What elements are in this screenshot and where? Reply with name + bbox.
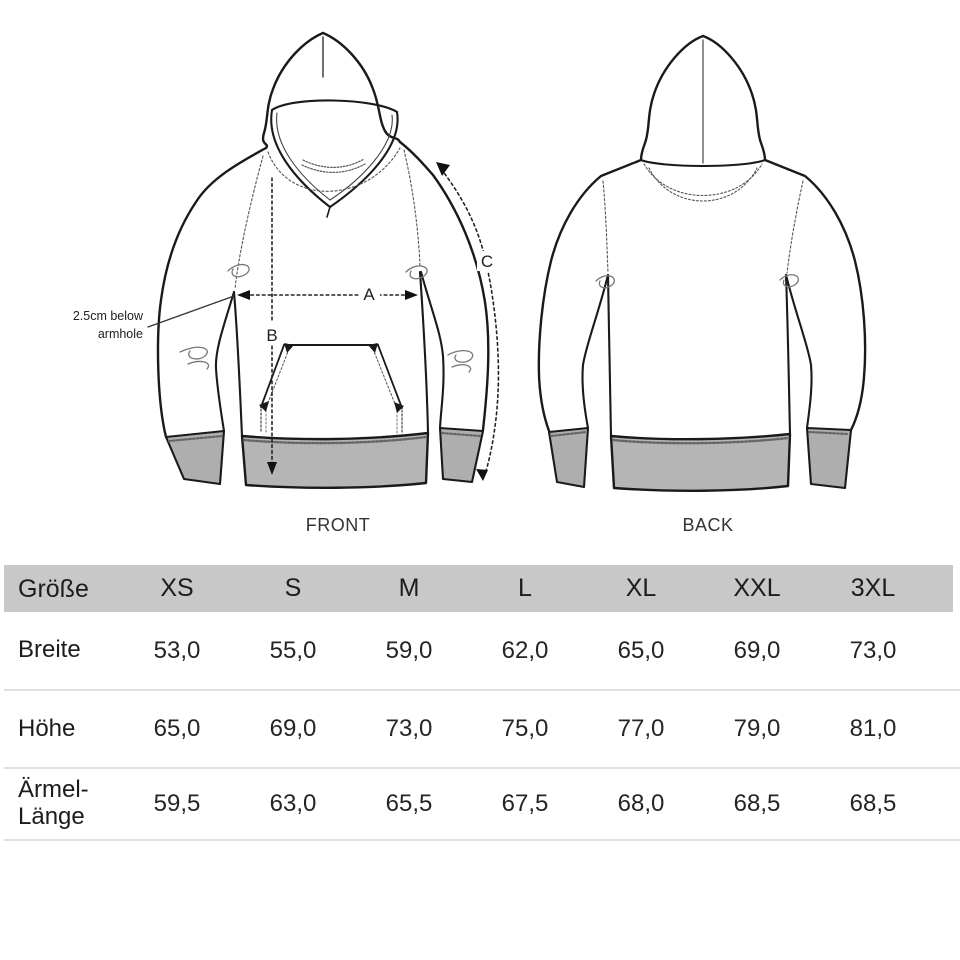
size-table-header-label: Größe [18,574,89,603]
size-header-xl: XL [625,574,657,602]
front-collar-rib [302,158,365,168]
measurement-value: 63,0 [269,790,317,817]
back-right-sleeve-inner [784,273,813,430]
back-hem-stitch [611,436,790,445]
row-label: Höhe [18,714,76,742]
measurement-value: 68,5 [849,790,897,817]
back-body-right-edge [784,273,792,436]
front-left-sleeve-outer [156,146,268,439]
measurement-value: 67,5 [501,790,549,817]
size-header-m: M [398,574,420,602]
back-body-left-edge [606,273,613,438]
arrowhead [476,469,488,481]
size-header-xs: XS [160,574,194,602]
front-hem-band [240,431,430,489]
back-left-raglan-stitch [602,180,609,274]
arrowhead [267,462,277,475]
hoodie-size-diagram: A B C 2.5cm below armhole [73,31,867,535]
measurement-value: 73,0 [385,715,433,742]
armhole-leader-line [147,295,235,328]
front-left-sleeve-inner [214,290,236,433]
front-chin-seam [326,206,331,218]
back-hood-bottom-edge [639,158,767,168]
measurement-value: 55,0 [269,636,317,664]
measurement-value: 62,0 [501,636,549,664]
back-neckline-stitch [648,167,758,202]
measure-line-c [440,168,500,475]
front-body-left-edge [232,290,244,438]
measurement-value: 59,5 [153,790,201,817]
armhole-note-line1: 2.5cm below [73,309,144,323]
row-label: Ärmel-Länge [18,776,89,830]
back-hem-band [609,432,792,492]
measurement-value: 53,0 [153,636,201,664]
front-right-raglan-stitch [403,149,421,268]
size-table: Größe XS S M L XL XXL 3XL Breite 53,0 55… [0,565,960,841]
table-row-hoehe: Höhe 65,0 69,0 73,0 75,0 77,0 79,0 81,0 [4,691,960,769]
front-hood-outline [321,31,402,144]
front-collar-rib [301,163,366,173]
measurement-value: 77,0 [617,715,665,742]
measurement-value: 68,0 [617,790,665,817]
back-left-sleeve-outer [537,158,643,433]
front-hood-opening [270,99,399,114]
front-right-sleeve-inner [419,270,445,430]
front-hood-opening [270,108,332,209]
measurement-value: 75,0 [501,715,549,742]
measurement-value: 65,5 [385,790,433,817]
size-header-l: L [518,574,532,602]
fabric-fold-marks [179,263,474,373]
measurement-value: 65,0 [617,636,665,664]
front-body-right-edge [418,270,430,434]
armhole-note-line2: armhole [98,327,143,341]
front-hood-outline [261,31,325,150]
front-view-drawing [156,31,490,489]
measurement-value: 65,0 [153,715,201,742]
row-label: Breite [18,636,81,664]
arrowhead [436,162,450,176]
size-table-header-row: Größe XS S M L XL XXL 3XL [4,565,953,612]
measure-letter-c: C [481,252,493,271]
front-hood-opening [328,110,399,209]
table-row-breite: Breite 53,0 55,0 59,0 62,0 65,0 69,0 73,… [4,612,960,691]
back-hood-outline [701,34,767,162]
measurement-value: 81,0 [849,715,897,742]
size-header-xxl: XXL [733,574,781,602]
size-header-s: S [284,574,302,602]
measure-letter-a: A [363,285,375,304]
measurement-value: 73,0 [849,636,897,664]
front-view-label: FRONT [306,515,371,535]
arrowhead [405,290,418,300]
back-left-cuff [547,426,590,489]
front-hem-stitch [242,435,428,445]
measurement-value: 69,0 [269,715,317,742]
back-right-cuff [805,426,853,490]
back-left-sleeve-inner [581,273,610,430]
back-view-drawing [537,34,867,492]
front-measurements: A B C 2.5cm below armhole [73,162,500,481]
size-header-3xl: 3XL [850,574,896,602]
front-left-cuff [164,429,226,486]
measurement-value: 69,0 [733,636,781,664]
arrowhead [237,290,250,300]
front-neck-seam-stitch [267,147,401,192]
back-right-raglan-stitch [786,180,804,274]
back-hood-outline [639,34,705,162]
back-view-label: BACK [682,515,733,535]
measurement-value: 68,5 [733,790,781,817]
back-neckline-stitch [643,163,763,196]
hoodie-technical-drawing: A B C 2.5cm below armhole [73,31,867,535]
fabric-fold-marks [595,274,799,289]
measurement-value: 59,0 [385,636,433,664]
kangaroo-pocket [259,343,404,435]
front-right-sleeve-outer [398,140,490,432]
back-right-sleeve-outer [763,158,867,432]
front-right-cuff [438,426,485,484]
measure-letter-b: B [266,326,277,345]
measurement-value: 79,0 [733,715,781,742]
table-row-aermel-laenge: Ärmel-Länge 59,5 63,0 65,5 67,5 68,0 68,… [4,769,960,841]
